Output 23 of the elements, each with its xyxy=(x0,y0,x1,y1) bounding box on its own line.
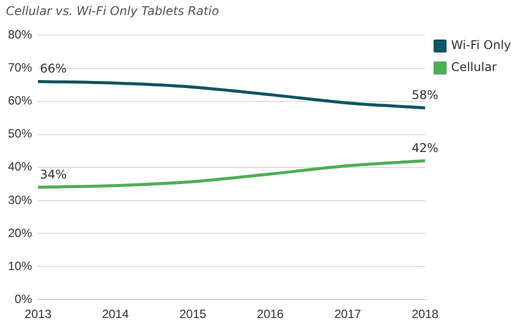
y-tick-label: 30% xyxy=(8,192,32,207)
x-tick-label: 2013 xyxy=(24,307,52,322)
data-label: 34% xyxy=(40,167,67,182)
data-label: 42% xyxy=(412,140,438,155)
y-tick-label: 60% xyxy=(8,94,32,108)
x-tick-label: 2018 xyxy=(412,307,439,322)
x-tick-label: 2017 xyxy=(334,307,362,322)
legend-label: Cellular xyxy=(451,60,497,74)
x-tick-label: 2015 xyxy=(179,307,207,322)
data-label: 66% xyxy=(40,62,67,76)
chart-title: Cellular vs. Wi-Fi Only Tablets Ratio xyxy=(6,4,219,18)
y-tick-label: 20% xyxy=(8,226,32,240)
y-tick-label: 0% xyxy=(14,292,32,306)
x-tick-label: 2014 xyxy=(102,307,130,322)
y-tick-label: 10% xyxy=(8,258,32,273)
line-series xyxy=(36,159,427,189)
y-tick-label: 70% xyxy=(8,60,32,75)
legend-label: Wi-Fi Only xyxy=(451,38,512,52)
y-tick-label: 40% xyxy=(8,160,32,174)
y-tick-label: 50% xyxy=(8,126,32,141)
x-tick-label: 2016 xyxy=(256,307,284,322)
data-label: 58% xyxy=(412,88,438,102)
y-tick-label: 80% xyxy=(8,28,32,42)
